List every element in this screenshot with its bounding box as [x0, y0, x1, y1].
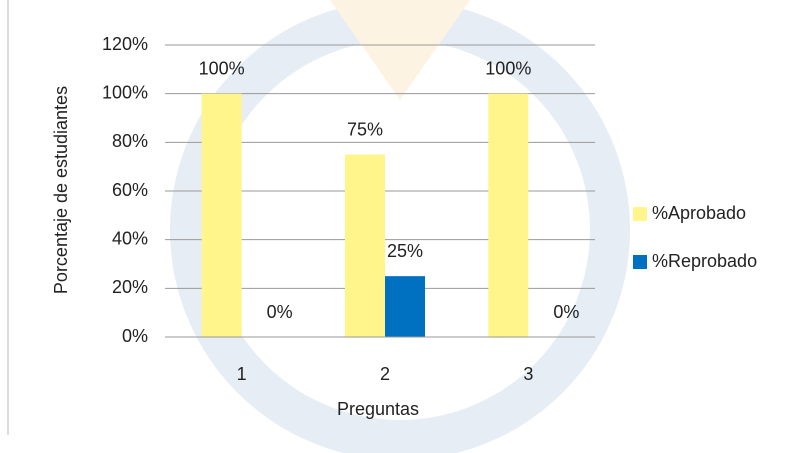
value-label: 100% — [485, 58, 531, 78]
x-tick-label: 1 — [237, 364, 247, 384]
bar — [385, 276, 425, 337]
value-label: 75% — [347, 119, 383, 139]
y-tick-label: 60% — [112, 180, 148, 200]
bar — [202, 94, 242, 337]
y-axis-title: Porcentaje de estudiantes — [51, 86, 71, 294]
x-tick-label: 2 — [380, 364, 390, 384]
y-tick-label: 80% — [112, 131, 148, 151]
y-tick-label: 0% — [122, 326, 148, 346]
y-tick-label: 120% — [102, 34, 148, 54]
x-tick-label: 3 — [523, 364, 533, 384]
y-tick-label: 20% — [112, 277, 148, 297]
bar — [488, 94, 528, 337]
bar — [345, 155, 385, 338]
legend-swatch — [633, 255, 647, 269]
y-tick-label: 40% — [112, 228, 148, 248]
x-axis-title: Preguntas — [337, 399, 419, 419]
chart: Preguntas Porcentaje de estudiantes 0%20… — [0, 0, 807, 453]
value-label: 0% — [553, 302, 579, 322]
value-label: 0% — [267, 302, 293, 322]
y-tick-label: 100% — [102, 82, 148, 102]
legend-label: %Reprobado — [652, 251, 757, 271]
value-label: 100% — [199, 58, 245, 78]
value-label: 25% — [387, 241, 423, 261]
legend-swatch — [633, 207, 647, 221]
legend-label: %Aprobado — [652, 203, 746, 223]
